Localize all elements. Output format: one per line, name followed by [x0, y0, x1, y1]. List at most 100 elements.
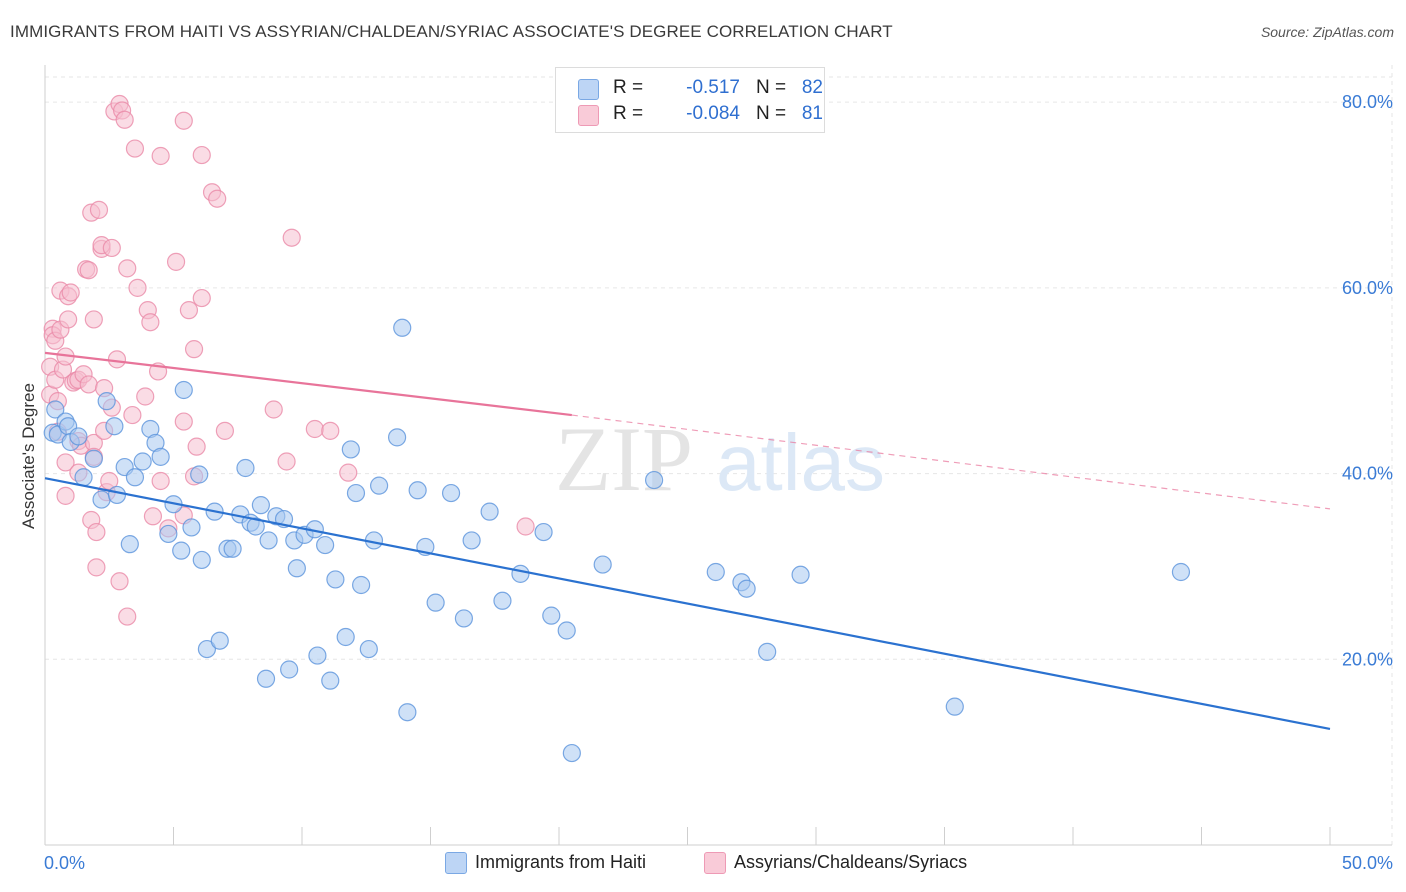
legend-r-label: R =: [613, 103, 644, 124]
assyrian-point: [107, 350, 127, 369]
haiti-point: [387, 428, 407, 447]
haiti-point: [316, 535, 335, 555]
assyrian-point: [123, 405, 142, 425]
haiti-point: [236, 458, 255, 478]
haiti-point: [197, 639, 217, 659]
haiti-point: [192, 550, 211, 570]
assyrian-point: [102, 238, 121, 258]
haiti-point: [280, 660, 299, 679]
assyrian-point: [282, 228, 301, 247]
assyrian-point: [115, 110, 134, 129]
assyrian-point: [184, 340, 204, 359]
haiti-point: [92, 490, 111, 509]
haiti-point: [256, 669, 276, 688]
legend-r-value: -0.517: [686, 77, 740, 98]
haiti-point: [190, 465, 209, 484]
chart-title: IMMIGRANTS FROM HAITI VS ASSYRIAN/CHALDE…: [10, 22, 893, 41]
haiti-point: [945, 697, 964, 716]
correlation-legend: R = -0.517 N = 82 R = -0.084 N = 81: [555, 67, 825, 133]
haiti-point: [562, 743, 581, 763]
haiti-point: [336, 627, 355, 647]
haiti-point: [69, 427, 88, 446]
x-tick-label-max: 50.0%: [1342, 853, 1393, 873]
haiti-point: [251, 496, 270, 515]
haiti-trend-line: [44, 477, 1331, 731]
assyrian-point: [179, 301, 199, 320]
haiti-point: [454, 609, 474, 628]
haiti-point: [644, 470, 664, 490]
assyrian-point: [128, 278, 147, 297]
legend-n-label: N =: [756, 77, 787, 98]
assyrian-point: [118, 607, 137, 626]
assyrian-point: [79, 261, 98, 280]
haiti-point: [408, 481, 427, 500]
assyrian-point: [305, 419, 324, 439]
haiti-point: [97, 392, 116, 411]
legend-n-value: 82: [801, 77, 823, 98]
assyrian-point: [151, 471, 170, 491]
legend-r-value: -0.084: [686, 103, 740, 124]
assyrian-point: [151, 146, 170, 166]
haiti-point: [84, 449, 103, 468]
assyrian-point: [192, 145, 211, 165]
legend-n-label: N =: [756, 103, 787, 124]
watermark-atlas: atlas: [716, 418, 885, 507]
pink-series-points: [41, 94, 535, 626]
haiti-point: [287, 559, 306, 578]
assyrian-point: [118, 259, 137, 278]
source-label: Source: ZipAtlas.com: [1260, 24, 1394, 40]
haiti-point: [511, 564, 530, 583]
assyrian-point: [174, 111, 193, 130]
assyrian-point: [56, 486, 75, 505]
haiti-point: [398, 703, 417, 722]
bottom-legend-swatch-blue: [445, 852, 467, 874]
haiti-point: [259, 531, 278, 550]
haiti-point: [120, 535, 139, 554]
assyrian-point: [143, 507, 163, 526]
trend-lines: [44, 351, 1331, 731]
haiti-point: [706, 562, 725, 582]
blue-series-points: [43, 318, 1191, 763]
y-tick-label: 80.0%: [1342, 92, 1393, 112]
haiti-point: [105, 417, 124, 436]
assyrian-point: [84, 310, 103, 329]
haiti-point: [791, 565, 810, 584]
haiti-point: [182, 518, 201, 537]
legend-swatch-blue: [578, 79, 599, 100]
haiti-point: [74, 468, 93, 487]
assyrian-point: [339, 463, 358, 482]
assyrian-point: [277, 452, 296, 471]
assyrian-point: [89, 200, 109, 219]
haiti-point: [737, 579, 756, 598]
assyrian-point: [166, 252, 186, 271]
bottom-legend-label-haiti: Immigrants from Haiti: [475, 852, 647, 872]
haiti-point: [370, 476, 389, 495]
haiti-point: [321, 671, 340, 690]
gridlines: [45, 65, 1393, 845]
haiti-point: [480, 502, 499, 521]
haiti-point: [246, 517, 265, 536]
haiti-point: [308, 646, 327, 665]
assyrian-point: [59, 310, 78, 329]
assyrian-point: [264, 400, 283, 419]
haiti-point: [593, 555, 612, 574]
watermark-zip: ZIP: [555, 408, 693, 510]
assyrian-point: [100, 471, 119, 491]
haiti-point: [493, 591, 512, 610]
haiti-point: [174, 380, 193, 400]
x-tick-label-min: 0.0%: [44, 853, 85, 873]
assyrian-point: [215, 421, 234, 440]
bottom-legend-label-assyrian: Assyrians/Chaldeans/Syriacs: [734, 852, 968, 872]
assyrian-point: [56, 453, 75, 472]
haiti-point: [758, 642, 777, 661]
bottom-legend-swatch-pink: [704, 852, 726, 874]
haiti-point: [441, 483, 461, 503]
assyrian-point: [110, 572, 129, 591]
haiti-point: [46, 400, 65, 419]
haiti-point: [346, 483, 366, 503]
haiti-point: [210, 631, 229, 650]
legend-r-label: R =: [613, 77, 644, 98]
haiti-point: [125, 468, 145, 487]
assyrian-point: [321, 421, 340, 440]
